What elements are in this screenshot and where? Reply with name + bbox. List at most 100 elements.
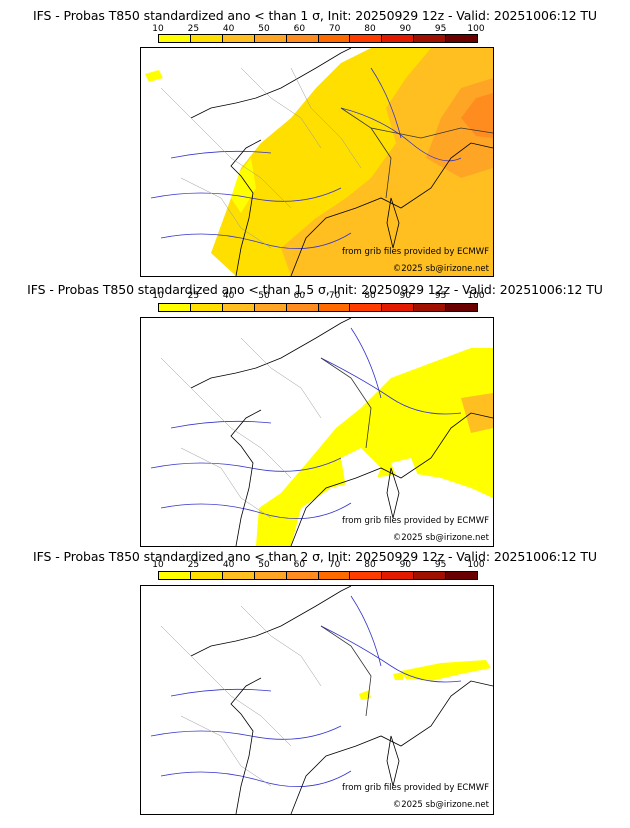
colorbar-swatch [414, 35, 447, 42]
colorbar-swatch [254, 304, 287, 311]
prob-area-50-60 [461, 93, 493, 138]
colorbar-labels: 10 25 40 50 60 70 80 90 95 100 [152, 560, 484, 570]
colorbar-tick-label: 80 [364, 291, 376, 301]
colorbar-tick-label: 95 [434, 291, 447, 301]
colorbar-swatch [446, 572, 478, 579]
colorbar-tick-label: 80 [364, 24, 376, 34]
region-border [240, 605, 322, 687]
colorbar-swatch [414, 304, 447, 311]
coastline [386, 467, 400, 519]
river [340, 107, 462, 162]
river [150, 187, 342, 202]
colorbar-swatch [254, 572, 287, 579]
river [170, 688, 272, 697]
coastline [386, 197, 400, 249]
prob-area-clear [341, 448, 381, 493]
colorbar-swatch [222, 304, 255, 311]
region-border [180, 177, 272, 249]
colorbar-swatch [318, 304, 351, 311]
colorbar [158, 34, 478, 43]
colorbar-tick-label: 10 [152, 291, 164, 301]
colorbar-swatch [222, 35, 255, 42]
coastline [190, 48, 352, 119]
prob-area-10-25 [401, 660, 491, 681]
data-credit: from grib files provided by ECMWF [342, 783, 489, 793]
colorbar-swatch [318, 572, 351, 579]
data-credit: from grib files provided by ECMWF [342, 247, 489, 257]
colorbar-tick-label: 50 [258, 291, 270, 301]
river [350, 595, 382, 667]
coastline [386, 735, 400, 787]
colorbar-tick-label: 60 [293, 560, 306, 570]
colorbar-swatch [318, 35, 351, 42]
coastline [230, 677, 262, 814]
prob-area-25-40 [281, 48, 493, 276]
colorbar-tick-label: 95 [434, 24, 447, 34]
copyright: ©2025 sb@irizone.net [392, 533, 489, 543]
colorbar-tick-label: 100 [467, 24, 485, 34]
region-border [180, 447, 272, 519]
colorbar-tick-label: 70 [328, 560, 341, 570]
prob-area-40 [461, 393, 493, 433]
colorbar-swatch [286, 304, 319, 311]
panel-title: IFS - Probas T850 standardized ano < tha… [33, 8, 597, 23]
river [170, 150, 272, 159]
probability-map-1-sigma: from grib files provided by ECMWF ©2025 … [140, 47, 494, 277]
colorbar-swatch [286, 35, 319, 42]
river [160, 232, 352, 249]
river [320, 625, 462, 683]
country-border [320, 357, 372, 449]
data-credit: from grib files provided by ECMWF [342, 516, 489, 526]
colorbar-tick-label: 25 [187, 24, 200, 34]
colorbar-labels: 10 25 40 50 60 70 80 90 95 100 [152, 291, 484, 301]
colorbar-swatch [382, 304, 415, 311]
colorbar-tick-label: 40 [222, 291, 235, 301]
colorbar-swatch [446, 304, 478, 311]
region-border [240, 67, 322, 149]
river [170, 420, 272, 429]
prob-area-edge [231, 158, 256, 213]
river [320, 357, 462, 415]
coastline [190, 586, 352, 657]
colorbar-swatch [414, 572, 447, 579]
colorbar-swatch [159, 35, 191, 42]
colorbar-swatch [190, 572, 223, 579]
river [150, 457, 342, 472]
river [160, 502, 352, 519]
colorbar-tick-label: 50 [258, 24, 270, 34]
country-border [370, 127, 493, 139]
colorbar-tick-label: 90 [399, 24, 412, 34]
colorbar-tick-label: 25 [187, 560, 200, 570]
copyright: ©2025 sb@irizone.net [392, 264, 489, 274]
colorbar-tick-label: 40 [222, 560, 235, 570]
colorbar-swatch [382, 35, 415, 42]
country-border [320, 625, 372, 717]
colorbar-tick-label: 95 [434, 560, 447, 570]
coastline [290, 142, 493, 276]
copyright: ©2025 sb@irizone.net [392, 800, 489, 810]
colorbar-tick-label: 70 [328, 291, 341, 301]
colorbar-tick-label: 90 [399, 560, 412, 570]
river [150, 725, 342, 740]
colorbar-swatch [350, 304, 383, 311]
colorbar-swatch [222, 572, 255, 579]
panel-title: IFS - Probas T850 standardized ano < tha… [27, 282, 603, 297]
region-border [160, 625, 292, 747]
prob-area-10-25 [256, 348, 493, 546]
colorbar [158, 303, 478, 312]
colorbar-tick-label: 60 [293, 24, 306, 34]
colorbar-swatch [190, 304, 223, 311]
coastline [290, 680, 493, 814]
colorbar-swatch [190, 35, 223, 42]
colorbar-swatch [350, 572, 383, 579]
panel-title: IFS - Probas T850 standardized ano < tha… [33, 549, 597, 564]
colorbar-swatch [159, 572, 191, 579]
colorbar-tick-label: 25 [187, 291, 200, 301]
colorbar-tick-label: 70 [328, 24, 341, 34]
colorbar-swatch [446, 35, 478, 42]
probability-map-1-5-sigma: from grib files provided by ECMWF ©2025 … [140, 317, 494, 547]
region-border [290, 67, 362, 169]
region-border [160, 357, 292, 479]
river [160, 770, 352, 787]
colorbar-swatch [350, 35, 383, 42]
